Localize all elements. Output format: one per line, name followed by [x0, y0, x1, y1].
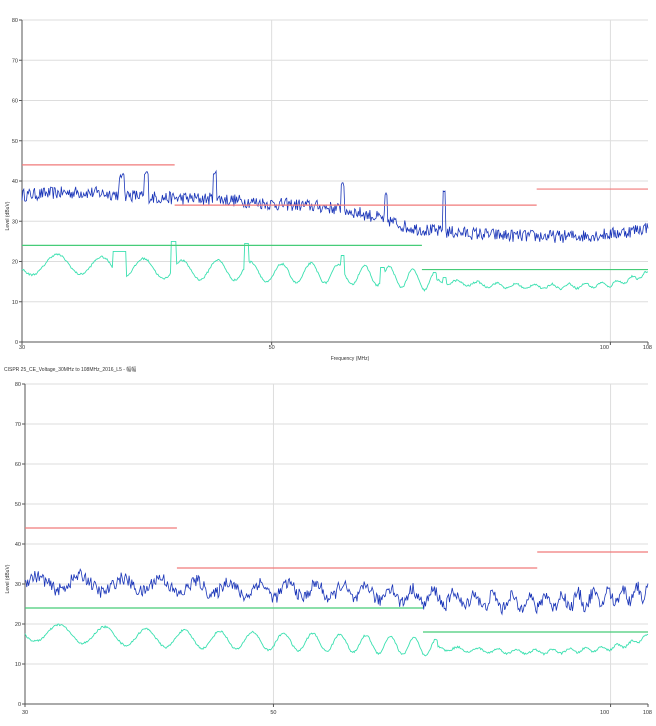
peak-trace [24, 568, 649, 616]
x-tick-label: 108 [643, 345, 652, 351]
x-tick-label: 30 [19, 345, 25, 351]
x-tick-label: 50 [269, 345, 275, 351]
y-tick-label: 20 [15, 622, 21, 628]
y-tick-label: 40 [15, 542, 21, 548]
y-tick-label: 80 [12, 18, 18, 24]
y-tick-label: 20 [12, 260, 18, 266]
y-tick-label: 0 [15, 340, 18, 346]
peak-trace [21, 169, 649, 243]
y-tick-label: 30 [15, 582, 21, 588]
y-tick-label: 10 [12, 300, 18, 306]
x-tick-label: 108 [643, 710, 652, 716]
y-tick-label: 50 [15, 502, 21, 508]
x-tick-label: 30 [22, 710, 28, 716]
y-tick-label: 60 [12, 99, 18, 105]
y-tick-label: 60 [15, 462, 21, 468]
y-axis-label: Level (dBuV) [5, 564, 11, 593]
x-tick-label: 50 [270, 710, 276, 716]
y-tick-label: 40 [12, 179, 18, 185]
x-axis-label: Frequency (MHz) [331, 356, 370, 362]
y-tick-label: 50 [12, 139, 18, 145]
y-tick-label: 80 [15, 382, 21, 388]
x-tick-label: 100 [600, 710, 609, 716]
chart-title: CISPR 25_CE_Voltage_30MHz to 108MHz_2016… [4, 366, 136, 373]
y-tick-label: 70 [12, 58, 18, 64]
y-tick-label: 30 [12, 219, 18, 225]
y-tick-label: 10 [15, 662, 21, 668]
y-axis-label: Level (dBuV) [5, 201, 11, 230]
average-trace [21, 240, 648, 292]
chart-bottom: 0 10 20 30 40 50 60 70 80 30 50 100 108 Level (dBuV) C… [4, 366, 652, 716]
chart-top: 0 10 20 30 40 50 60 70 80 30 50 100 108 Level (dBuV) F… [5, 18, 652, 362]
x-tick-label: 100 [600, 345, 609, 351]
average-trace [24, 623, 649, 657]
y-tick-label: 70 [15, 422, 21, 428]
y-tick-label: 0 [18, 702, 21, 708]
